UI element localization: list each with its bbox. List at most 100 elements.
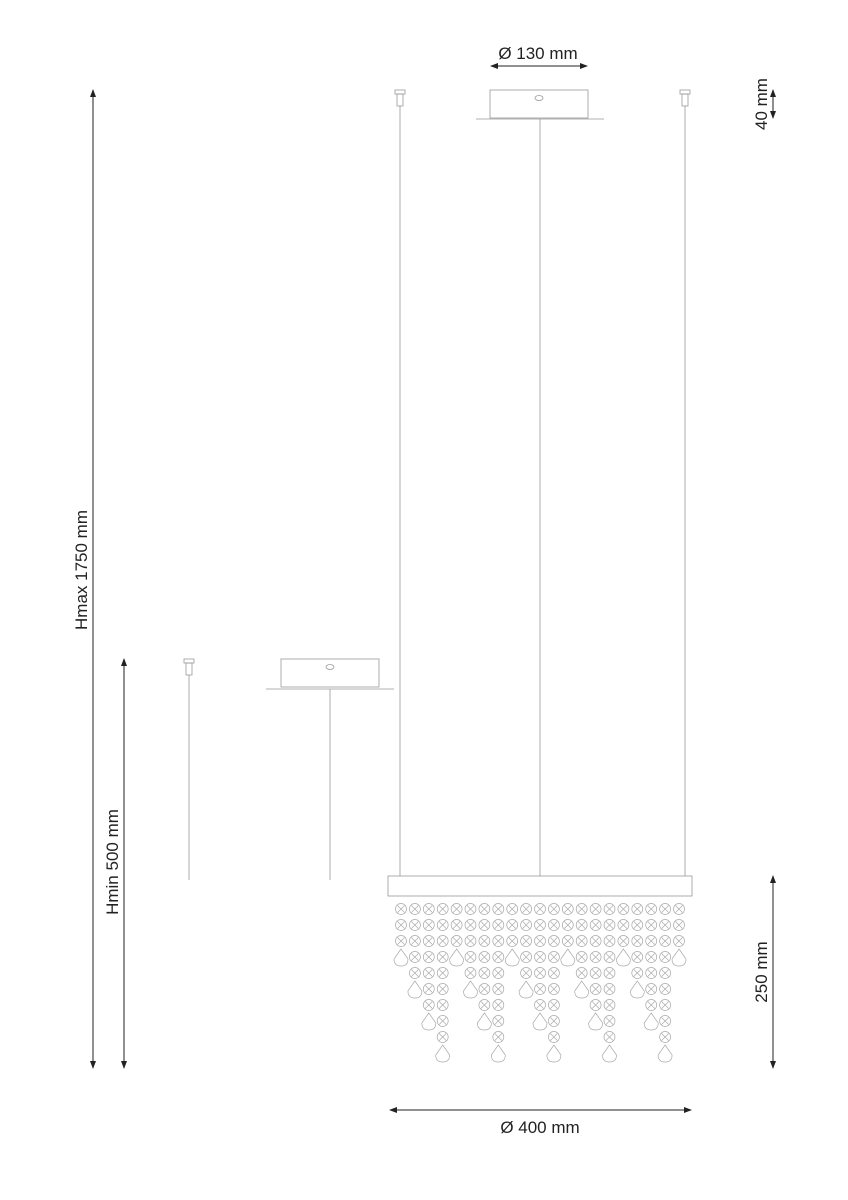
crystal-drop [643, 1012, 659, 1031]
crystal-facet [425, 969, 433, 977]
crystal-facet [647, 921, 655, 929]
crystal-facet [591, 1001, 600, 1009]
crystal-facet [536, 921, 544, 929]
crystal-drop [616, 948, 631, 967]
crystal-facet [605, 985, 614, 993]
crystal-facet [452, 905, 461, 913]
crystal-facet [438, 1033, 447, 1041]
crystal-facet [550, 969, 558, 977]
crystal-facet [480, 905, 489, 913]
crystal-drop [602, 1044, 617, 1063]
crystal-facet [619, 937, 628, 945]
crystal-drop [532, 1012, 548, 1031]
crystal-facet [480, 985, 489, 993]
crystal-facet [425, 937, 433, 945]
crystal-facet [480, 1001, 489, 1009]
crystal-facet [577, 953, 586, 961]
crystal-facet [633, 905, 642, 913]
crystal-facet [522, 969, 530, 977]
crystal-facet [480, 921, 489, 929]
crystal-facet [494, 905, 503, 913]
crystal-facet [633, 953, 642, 961]
crystal-facet [466, 937, 475, 945]
crystal-facet [508, 905, 516, 913]
crystal-drop [657, 1044, 673, 1063]
crystal-facet [438, 1017, 447, 1025]
crystal-facet [661, 1001, 669, 1009]
crystal-drop [421, 1012, 437, 1031]
crystal-facet [522, 937, 530, 945]
suspension-clip-left [394, 89, 406, 107]
crystal-facet [438, 953, 447, 961]
crystal-facet [494, 985, 503, 993]
crystal-facet [522, 921, 530, 929]
crystal-facet [508, 937, 516, 945]
crystal-facet [411, 921, 419, 929]
crystal-facet [438, 985, 447, 993]
crystal-facet [591, 905, 600, 913]
crystal-facet [466, 953, 475, 961]
crystal-facet [550, 985, 558, 993]
crystal-drop [490, 1044, 506, 1063]
crystal-facet [550, 937, 558, 945]
crystal-facet [536, 985, 544, 993]
crystal-facet [494, 953, 503, 961]
crystal-facet [647, 905, 655, 913]
crystal-facet [536, 1001, 544, 1009]
crystal-facet [577, 969, 586, 977]
crystal-facet [661, 905, 669, 913]
crystal-facet [452, 937, 461, 945]
crystal-facet [536, 937, 544, 945]
crystal-facet [425, 905, 433, 913]
crystal-facet [564, 921, 572, 929]
crystal-facet [522, 905, 530, 913]
crystal-facet [647, 969, 655, 977]
crystal-facet [466, 969, 475, 977]
crystal-facet [675, 937, 683, 945]
crystal-facet [605, 1033, 614, 1041]
crystal-facet [425, 1001, 433, 1009]
crystal-drop [629, 980, 645, 999]
crystal-drop [671, 948, 687, 967]
crystal-facet [647, 1001, 655, 1009]
canopy-min [183, 658, 394, 880]
crystal-facet [591, 921, 600, 929]
crystal-drop [393, 948, 409, 967]
crystal-facet [661, 921, 669, 929]
crystal-facet [411, 937, 419, 945]
crystal-facet [661, 1033, 669, 1041]
crystal-drop [449, 948, 464, 967]
crystal-facet [425, 985, 433, 993]
crystal-facet [536, 953, 544, 961]
crystal-facet [605, 905, 614, 913]
crystal-facet [675, 905, 683, 913]
crystal-facet [480, 953, 489, 961]
crystal-facet [550, 953, 558, 961]
crystal-drop [518, 980, 534, 999]
crystal-facet [619, 921, 628, 929]
crystal-facet [633, 921, 642, 929]
crystal-facet [480, 937, 489, 945]
crystal-facet [661, 953, 669, 961]
crystal-facet [438, 937, 447, 945]
crystal-facet [411, 953, 419, 961]
crystal-facet [591, 985, 600, 993]
crystal-facet [411, 905, 419, 913]
crystal-facet [550, 1033, 558, 1041]
suspension-clip-right [679, 89, 691, 107]
crystal-facet [397, 937, 405, 945]
crystal-facet [494, 1017, 503, 1025]
crystal-facet [647, 985, 655, 993]
crystal-drop [435, 1044, 451, 1063]
crystal-facet [661, 1017, 669, 1025]
crystal-facet [550, 1001, 558, 1009]
crystal-height-label: 250 mm [752, 941, 771, 1002]
crystal-facet [661, 969, 669, 977]
crystal-facet [536, 905, 544, 913]
crystal-facet [661, 937, 669, 945]
crystal-facet [619, 905, 628, 913]
crystal-facet [425, 921, 433, 929]
crystal-facet [605, 1017, 614, 1025]
fixture-diameter-label: Ø 400 mm [500, 1118, 579, 1137]
